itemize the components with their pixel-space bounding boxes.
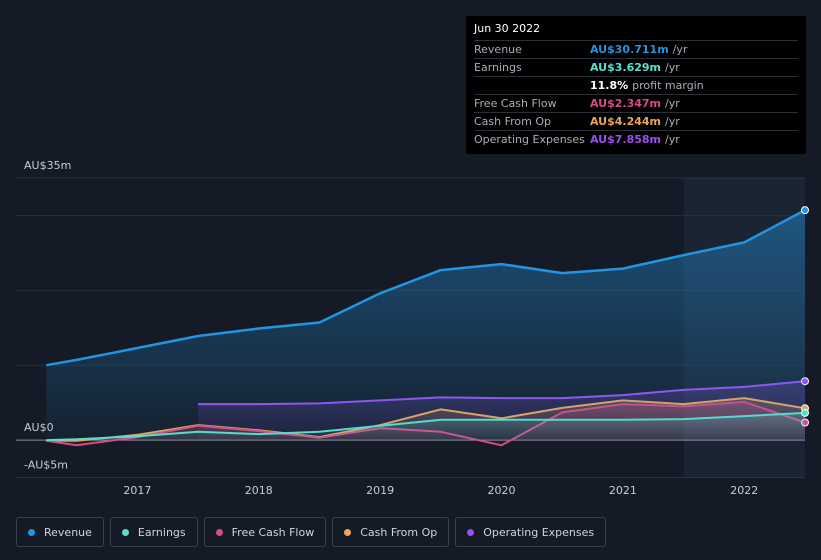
tooltip: Jun 30 2022 Revenue AU$30.711m/yr Earnings… (466, 16, 806, 154)
tooltip-label: Operating Expenses (474, 133, 585, 146)
x-tick-label: 2021 (609, 484, 637, 497)
legend-label: Cash From Op (360, 525, 438, 539)
legend-label: Revenue (44, 525, 92, 539)
tooltip-value: AU$7.858m (590, 133, 662, 146)
tooltip-label: Free Cash Flow (474, 97, 557, 110)
margin-value: 11.8% (590, 79, 629, 92)
tooltip-label: Earnings (474, 61, 522, 74)
legend-dot (28, 528, 35, 536)
legend-label: Operating Expenses (483, 525, 595, 539)
tooltip-value: AU$30.711m (590, 43, 669, 56)
legend-item[interactable]: Cash From Op (332, 517, 450, 547)
x-tick-label: 2020 (488, 484, 516, 497)
tooltip-unit: /yr (672, 43, 688, 56)
tooltip-value: AU$3.629m (590, 61, 662, 74)
legend-item[interactable]: Operating Expenses (455, 517, 607, 547)
y-tick-label: AU$35m (24, 159, 71, 172)
tooltip-unit: /yr (665, 97, 680, 110)
tooltip-row: Revenue AU$30.711m/yr (474, 40, 798, 58)
area (46, 210, 806, 441)
legend-label: Earnings (137, 525, 186, 539)
x-tick-label: 2018 (245, 484, 273, 497)
tooltip-row: Free Cash Flow AU$2.347m/yr (474, 94, 798, 112)
tooltip-unit: /yr (665, 61, 680, 74)
tooltip-date: Jun 30 2022 (474, 22, 541, 35)
legend-item[interactable]: Free Cash Flow (203, 517, 327, 547)
chart: AU$35m AU$0 -AU$5m 2017 2018 2019 2020 2021 2022 (16, 159, 809, 497)
line (46, 208, 806, 367)
legend-dot (467, 528, 475, 536)
legend-dot (215, 528, 223, 536)
tooltip-value: AU$2.347m (590, 97, 662, 110)
end-point (801, 206, 809, 215)
tooltip-row: Earnings AU$3.629m/yr (474, 58, 798, 76)
x-tick-label: 2019 (366, 484, 394, 497)
legend-item[interactable]: Earnings (109, 517, 198, 547)
legend-item[interactable]: Revenue (16, 517, 104, 547)
x-tick-label: 2022 (730, 484, 758, 497)
legend-label: Free Cash Flow (231, 525, 315, 539)
tooltip-row: Cash From Op AU$4.244m/yr (474, 112, 798, 130)
y-tick-label: AU$0 (24, 421, 54, 434)
x-tick-label: 2017 (123, 484, 151, 497)
tooltip-label: Revenue (474, 43, 522, 56)
tooltip-label: Cash From Op (474, 115, 552, 128)
y-tick-label: -AU$5m (24, 459, 68, 472)
legend: Revenue Earnings Free Cash Flow Cash From O… (16, 517, 607, 547)
legend-dot (344, 528, 352, 536)
tooltip-value: AU$4.244m (590, 115, 662, 128)
tooltip-unit: /yr (665, 133, 680, 146)
legend-dot (121, 528, 129, 536)
margin-label: profit margin (632, 79, 704, 92)
tooltip-margin-row: 11.8% profit margin (474, 76, 798, 94)
tooltip-unit: /yr (665, 115, 680, 128)
tooltip-row: Operating Expenses AU$7.858m/yr (474, 130, 798, 148)
